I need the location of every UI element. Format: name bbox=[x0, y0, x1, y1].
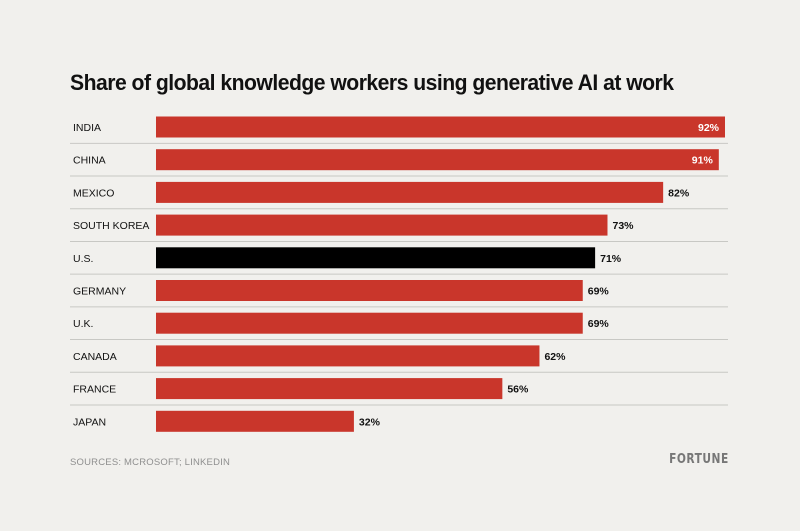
value-label-u-k: 69% bbox=[588, 318, 610, 330]
value-label-india: 92% bbox=[698, 122, 720, 134]
value-label-germany: 69% bbox=[588, 286, 610, 298]
bar-u-s bbox=[156, 247, 596, 269]
value-label-china: 91% bbox=[692, 155, 714, 167]
bar-japan bbox=[156, 410, 354, 432]
bar-canada bbox=[156, 345, 540, 367]
value-label-japan: 32% bbox=[359, 416, 381, 428]
value-label-canada: 62% bbox=[544, 351, 566, 363]
category-label-u-s: U.S. bbox=[73, 253, 93, 265]
bar-south-korea bbox=[156, 214, 608, 236]
category-label-china: CHINA bbox=[73, 155, 106, 167]
value-label-south-korea: 73% bbox=[612, 220, 634, 232]
chart-title: Share of global knowledge workers using … bbox=[70, 70, 674, 95]
category-label-canada: CANADA bbox=[73, 351, 117, 363]
value-label-france: 56% bbox=[507, 384, 529, 396]
bar-china bbox=[156, 149, 719, 171]
category-label-india: INDIA bbox=[73, 122, 101, 134]
source-note: SOURCES: MCROSOFT; LINKEDIN bbox=[70, 457, 231, 468]
bar-mexico bbox=[156, 181, 664, 203]
bar-france bbox=[156, 378, 503, 400]
fortune-logo: FORTUNE bbox=[669, 452, 729, 467]
category-label-south-korea: SOUTH KOREA bbox=[73, 220, 149, 232]
value-label-u-s: 71% bbox=[600, 253, 622, 265]
value-label-mexico: 82% bbox=[668, 187, 690, 199]
bar-germany bbox=[156, 280, 583, 301]
bar-u-k bbox=[156, 312, 583, 334]
category-label-france: FRANCE bbox=[73, 384, 116, 396]
category-label-mexico: MEXICO bbox=[73, 187, 114, 199]
category-label-japan: JAPAN bbox=[73, 416, 106, 428]
category-label-u-k: U.K. bbox=[73, 318, 93, 330]
category-label-germany: GERMANY bbox=[73, 286, 126, 298]
bar-india bbox=[156, 116, 725, 138]
